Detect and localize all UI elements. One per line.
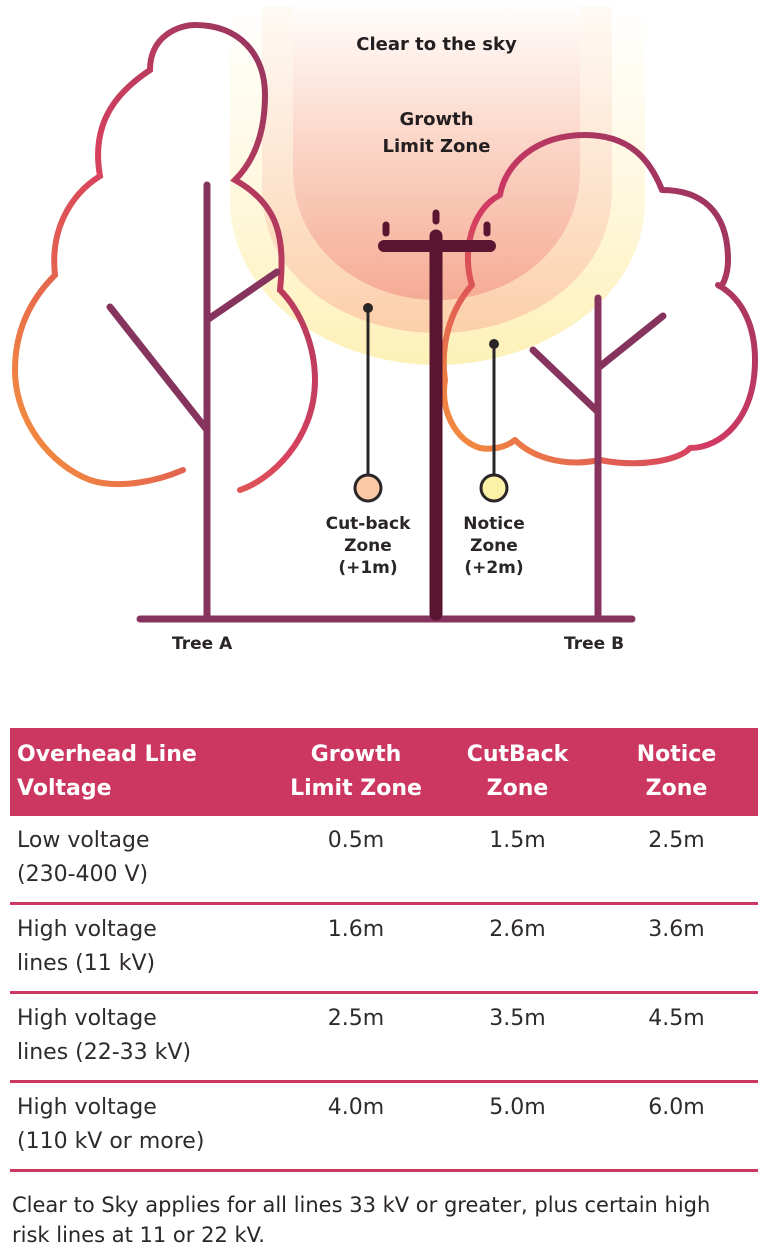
growth-limit-cell: 4.0m bbox=[272, 1081, 440, 1172]
table-row: High voltage lines (22-33 kV) 2.5m 3.5m … bbox=[10, 992, 758, 1083]
notice-zone-label: Notice Zone (+2m) bbox=[463, 514, 525, 578]
clearance-zone-diagram: Clear to the sky Growth Limit Zone Cut-b… bbox=[11, 0, 758, 654]
growth-limit-cell: 2.5m bbox=[272, 992, 440, 1083]
table-header-row: Overhead Line Voltage Growth Limit Zone … bbox=[10, 728, 758, 816]
cutback-zone-label: Cut-back Zone (+1m) bbox=[325, 514, 411, 578]
cutback-cell: 5.0m bbox=[440, 1081, 595, 1172]
cutback-cell: 3.5m bbox=[440, 992, 595, 1083]
growth-limit-cell: 0.5m bbox=[272, 816, 440, 905]
table-row: High voltage (110 kV or more) 4.0m 5.0m … bbox=[10, 1081, 758, 1172]
tree-b-label: Tree B bbox=[564, 634, 625, 654]
notice-cell: 4.5m bbox=[595, 992, 758, 1083]
table-row: High voltage lines (11 kV) 1.6m 2.6m 3.6… bbox=[10, 903, 758, 994]
footnote: Clear to Sky applies for all lines 33 kV… bbox=[12, 1193, 711, 1247]
voltage-cell: High voltage lines (22-33 kV) bbox=[10, 992, 272, 1083]
header-voltage: Overhead Line Voltage bbox=[10, 728, 272, 816]
diagram-illustration bbox=[11, 0, 758, 623]
clear-to-sky-label: Clear to the sky bbox=[356, 34, 517, 55]
header-cutback: CutBack Zone bbox=[440, 728, 595, 816]
tree-b bbox=[440, 132, 758, 622]
header-notice: Notice Zone bbox=[595, 728, 758, 816]
notice-cell: 3.6m bbox=[595, 903, 758, 994]
notice-cell: 2.5m bbox=[595, 816, 758, 905]
cutback-cell: 2.6m bbox=[440, 903, 595, 994]
voltage-cell: High voltage (110 kV or more) bbox=[10, 1081, 272, 1172]
growth-limit-cell: 1.6m bbox=[272, 903, 440, 994]
table-row: Low voltage (230-400 V) 0.5m 1.5m 2.5m bbox=[10, 816, 758, 905]
clearance-table: Overhead Line Voltage Growth Limit Zone … bbox=[10, 728, 758, 1172]
power-pole-icon bbox=[378, 209, 496, 621]
voltage-cell: High voltage lines (11 kV) bbox=[10, 903, 272, 994]
growth-limit-zone-label: Growth Limit Zone bbox=[382, 109, 491, 157]
tree-a-label: Tree A bbox=[172, 634, 233, 654]
notice-cell: 6.0m bbox=[595, 1081, 758, 1172]
growth-limit-zone bbox=[293, 0, 580, 300]
cutback-callout-marker bbox=[353, 303, 383, 503]
tree-a bbox=[11, 21, 319, 622]
voltage-cell: Low voltage (230-400 V) bbox=[10, 816, 272, 905]
cutback-cell: 1.5m bbox=[440, 816, 595, 905]
header-growth-limit: Growth Limit Zone bbox=[272, 728, 440, 816]
notice-callout-marker bbox=[479, 339, 509, 503]
